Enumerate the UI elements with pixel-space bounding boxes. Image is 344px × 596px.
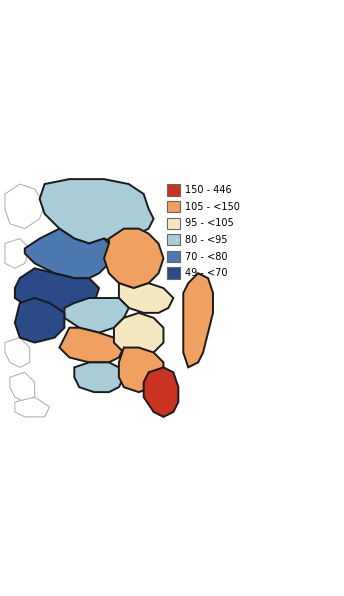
Polygon shape — [104, 229, 163, 288]
Polygon shape — [64, 298, 129, 333]
Polygon shape — [114, 313, 163, 358]
Legend: 150 - 446, 105 - <150, 95 - <105, 80 - <95, 70 - <80, 49 - <70: 150 - 446, 105 - <150, 95 - <105, 80 - <… — [164, 182, 243, 281]
Polygon shape — [5, 184, 45, 229]
Polygon shape — [74, 362, 124, 392]
Polygon shape — [119, 283, 173, 313]
Polygon shape — [144, 367, 178, 417]
Polygon shape — [25, 229, 114, 278]
Polygon shape — [15, 397, 50, 417]
Polygon shape — [183, 273, 213, 367]
Polygon shape — [40, 179, 153, 249]
Polygon shape — [119, 347, 163, 392]
Polygon shape — [5, 238, 30, 268]
Polygon shape — [5, 337, 30, 367]
Polygon shape — [15, 298, 64, 343]
Polygon shape — [60, 328, 124, 362]
Polygon shape — [10, 372, 35, 402]
Polygon shape — [15, 268, 99, 318]
